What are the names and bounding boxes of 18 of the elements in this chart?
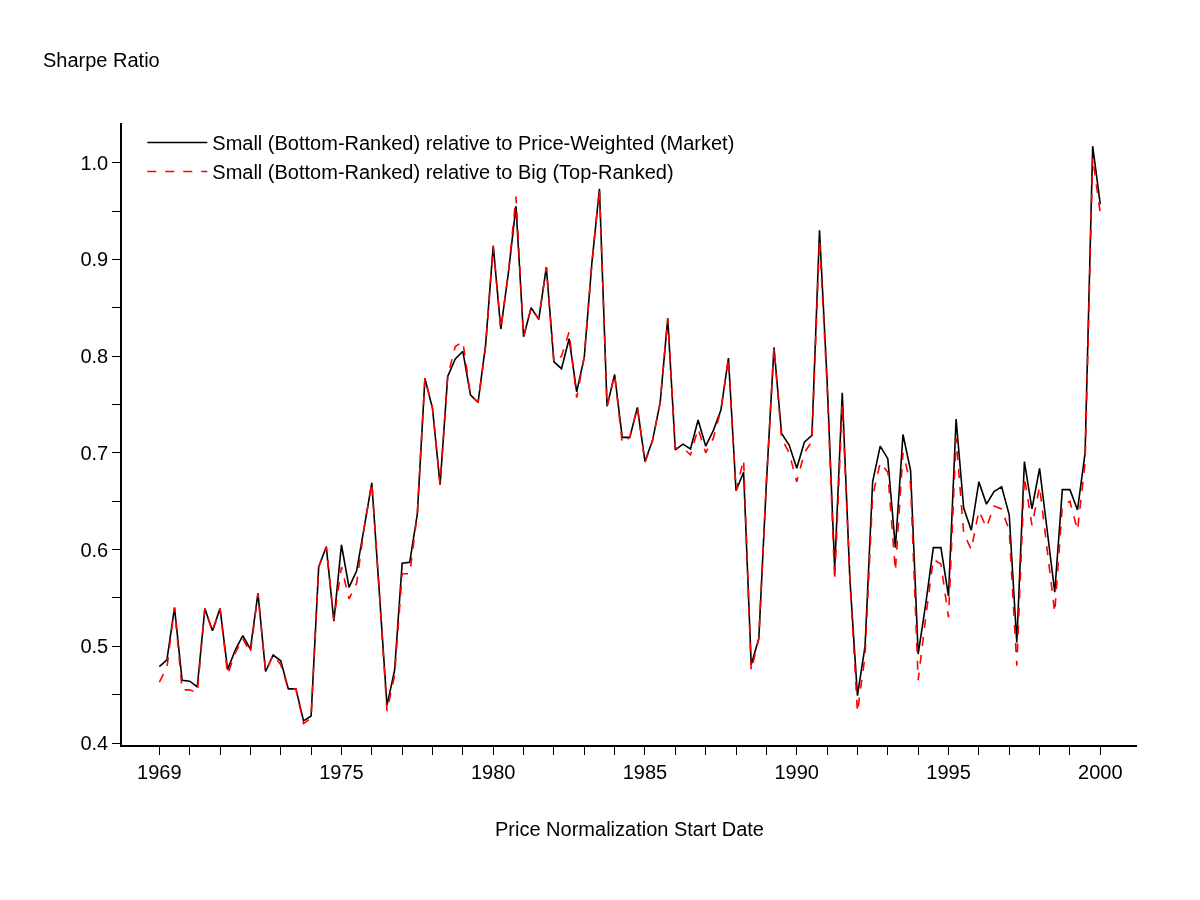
- y-tick-label: 0.4: [80, 732, 109, 755]
- x-tick-label: 1985: [622, 760, 668, 783]
- x-tick-label: 1969: [137, 760, 182, 783]
- y-tick-label: 0.6: [80, 538, 109, 561]
- y-axis-title: Sharpe Ratio: [43, 49, 160, 71]
- x-axis-title: Price Normalization Start Date: [495, 817, 764, 840]
- x-tick-label: 1990: [774, 760, 819, 783]
- x-tick-label: 2000: [1078, 760, 1123, 783]
- legend-label: Small (Bottom-Ranked) relative to Price-Weighted (Market): [212, 132, 735, 155]
- y-tick-label: 1.0: [80, 151, 109, 174]
- x-tick-label: 1980: [470, 760, 516, 783]
- y-tick-label: 0.9: [80, 248, 109, 271]
- y-tick-label: 0.7: [80, 441, 109, 464]
- y-tick-label: 0.8: [80, 345, 109, 368]
- x-tick-label: 1995: [926, 760, 971, 783]
- x-tick-label: 1975: [319, 760, 364, 783]
- legend-label: Small (Bottom-Ranked) relative to Big (Top-Ranked): [212, 161, 674, 184]
- y-tick-label: 0.5: [80, 635, 109, 658]
